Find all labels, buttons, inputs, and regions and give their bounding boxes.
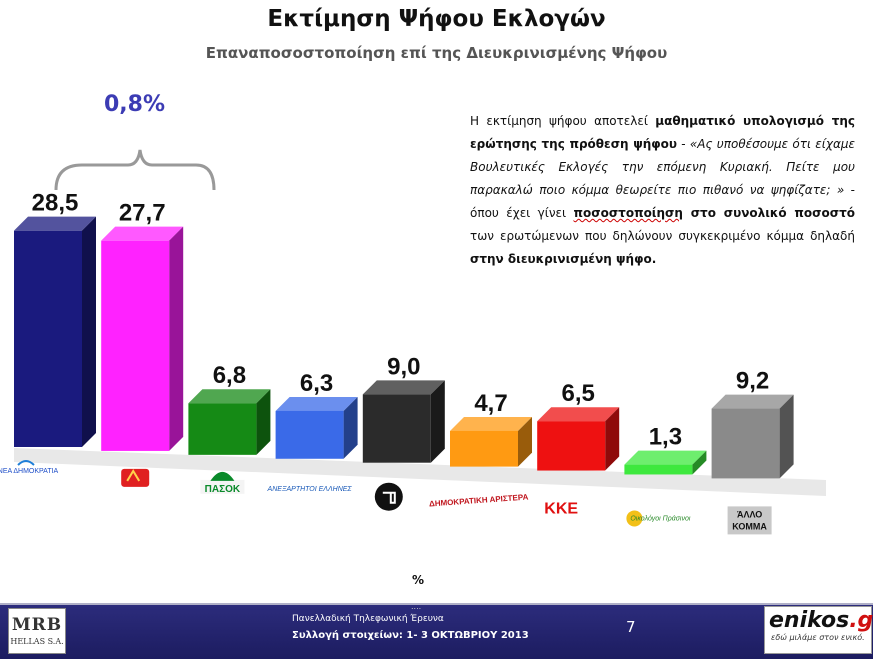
chart-floor — [14, 448, 826, 496]
bar-side — [169, 226, 184, 451]
party-logo-4 — [374, 482, 403, 511]
svg-text:ΑΝΕΞΑΡΤΗΤΟΙ ΕΛΛΗΝΕΣ: ΑΝΕΞΑΡΤΗΤΟΙ ΕΛΛΗΝΕΣ — [267, 486, 353, 493]
bar-side — [779, 394, 794, 479]
mrb-logo-text: MRB — [11, 615, 63, 635]
svg-text:ΚΚΕ: ΚΚΕ — [544, 501, 578, 518]
bar-chart: 28,5 27,7 6,8 6,3 9,0 4,7 6,5 1,3 9,2 ΝΕΑ ΔΗΜΟΚΡ… — [0, 149, 826, 535]
party-logo-8: ΆΛΛΟ ΚΟΜΜΑ — [727, 506, 772, 535]
bar-value-label: 4,7 — [474, 390, 507, 417]
party-logo-2: ΠΑΣΟΚ — [200, 471, 245, 495]
enikos-logo-domain: .gr — [849, 608, 873, 633]
bar-6: 6,5 — [537, 380, 620, 471]
party-logo-3: ΑΝΕΞΑΡΤΗΤΟΙ ΕΛΛΗΝΕΣ — [267, 486, 353, 493]
bar-front — [101, 240, 170, 451]
bar-top — [624, 450, 707, 465]
bar-side — [430, 380, 445, 463]
bar-top — [14, 216, 96, 231]
survey-label: Πανελλαδική Τηλεφωνική Έρευνα — [292, 614, 444, 624]
svg-text:ΠΑΣΟΚ: ΠΑΣΟΚ — [205, 484, 241, 495]
enikos-logo: enikos.gr εδώ μιλάμε στον ενικό. — [764, 606, 873, 654]
party-logo-0: ΝΕΑ ΔΗΜΟΚΡΑΤΙΑ — [0, 460, 59, 475]
mrb-logo-subtext: HELLAS S.A. — [10, 637, 64, 646]
bar-top — [711, 394, 794, 409]
bar-top — [275, 396, 358, 411]
bar-value-label: 9,2 — [736, 368, 769, 395]
bar-side — [343, 396, 358, 459]
bar-3: 6,3 — [275, 370, 358, 459]
bar-front — [624, 464, 693, 475]
bar-side — [518, 416, 532, 467]
bar-front — [450, 430, 518, 467]
bar-value-label: 28,5 — [32, 190, 79, 217]
survey-dates: Συλλογή στοιχείων: 1- 3 ΟΚΤΩΒΡΙΟΥ 2013 — [292, 630, 529, 641]
bar-side — [605, 407, 620, 471]
bar-side — [692, 450, 707, 475]
enikos-logo-text: enikos — [769, 608, 850, 633]
enikos-slogan: εδώ μιλάμε στον ενικό. — [771, 633, 865, 642]
bar-front — [188, 403, 257, 455]
bar-front — [537, 421, 606, 471]
bar-side — [256, 389, 271, 455]
methodology-note: Η εκτίμηση ψήφου αποτελεί μαθηματικό υπο… — [470, 114, 856, 266]
bar-value-label: 1,3 — [649, 424, 682, 451]
bar-value-label: 27,7 — [119, 200, 166, 227]
difference-brace — [54, 149, 216, 191]
footer-dots: .... — [411, 602, 422, 611]
bar-value-label: 6,3 — [300, 370, 333, 397]
bar-value-label: 9,0 — [387, 353, 420, 380]
bar-0: 28,5 — [14, 190, 96, 447]
party-logo-1 — [121, 468, 150, 487]
svg-text:ΚΟΜΜΑ: ΚΟΜΜΑ — [732, 521, 767, 531]
bar-top — [101, 226, 184, 241]
bar-7: 1,3 — [624, 424, 707, 475]
bar-value-label: 6,5 — [562, 380, 595, 407]
x-axis-label: % — [412, 573, 425, 587]
bar-front — [362, 394, 431, 463]
svg-text:ΝΕΑ ΔΗΜΟΚΡΑΤΙΑ: ΝΕΑ ΔΗΜΟΚΡΑΤΙΑ — [0, 468, 59, 475]
footer-bar — [0, 603, 873, 659]
bar-top — [188, 389, 271, 404]
svg-text:ΆΛΛΟ: ΆΛΛΟ — [737, 509, 762, 519]
party-logo-5: ΔΗΜΟΚΡΑΤΙΚΗ ΑΡΙΣΤΕΡΑ — [429, 493, 529, 509]
bar-top — [450, 416, 532, 431]
svg-text:ΔΗΜΟΚΡΑΤΙΚΗ ΑΡΙΣΤΕΡΑ: ΔΗΜΟΚΡΑΤΙΚΗ ΑΡΙΣΤΕΡΑ — [429, 493, 529, 509]
bar-value-label: 6,8 — [213, 362, 246, 389]
bar-2: 6,8 — [188, 362, 271, 455]
svg-text:Οικολόγοι Πράσινοι: Οικολόγοι Πράσινοι — [630, 514, 691, 522]
mrb-logo: MRB HELLAS S.A. — [8, 608, 66, 654]
bar-8: 9,2 — [711, 368, 794, 479]
difference-label: 0,8% — [104, 92, 166, 117]
bar-1: 27,7 — [101, 200, 184, 451]
bar-5: 4,7 — [450, 390, 532, 467]
page-number: 7 — [626, 618, 636, 636]
bar-top — [537, 407, 620, 422]
chart-subtitle: Επαναποσοστοποίηση επί της Διευκρινισμέν… — [205, 44, 668, 62]
bar-front — [14, 230, 82, 447]
bar-4: 9,0 — [362, 353, 445, 463]
bar-side — [82, 216, 96, 447]
bar-top — [362, 380, 445, 395]
bar-front — [275, 410, 344, 459]
chart-title: Εκτίμηση Ψήφου Εκλογών — [267, 6, 606, 32]
bar-front — [711, 408, 780, 479]
party-logo-6: ΚΚΕ — [543, 496, 580, 518]
party-logo-7: Οικολόγοι Πράσινοι — [626, 510, 691, 527]
